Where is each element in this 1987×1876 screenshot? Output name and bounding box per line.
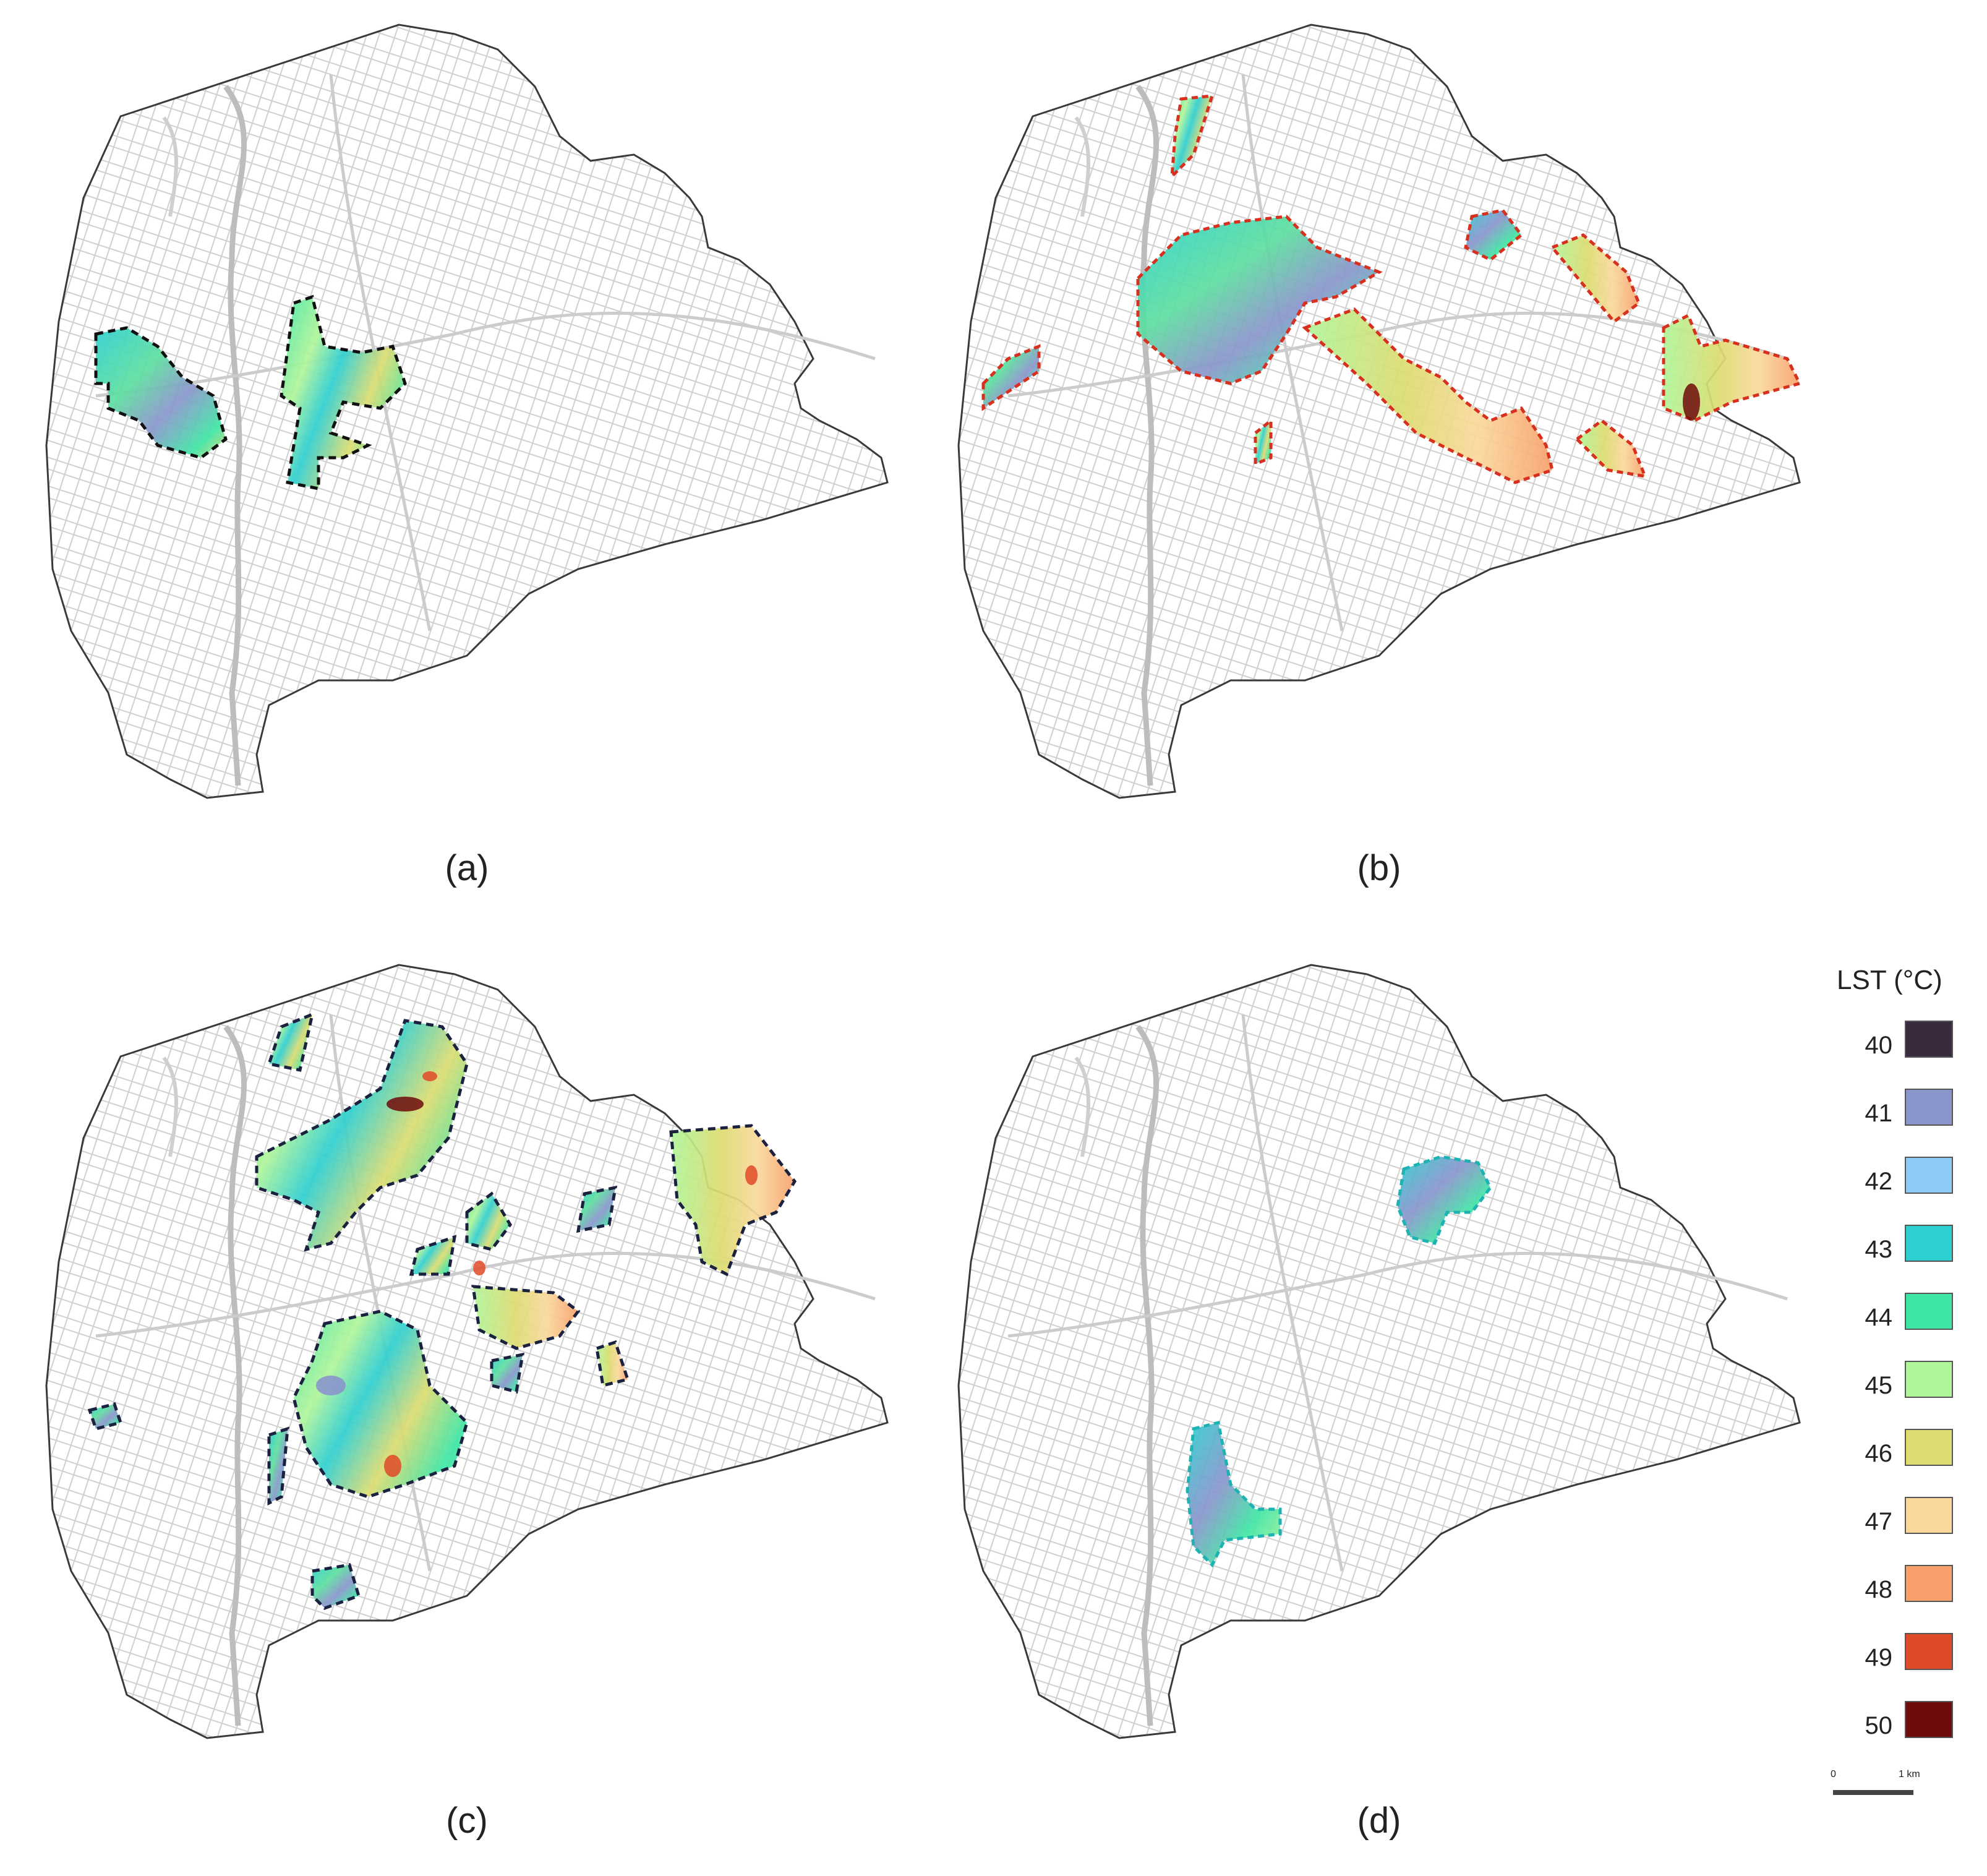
map-panel-b: (b)	[934, 12, 1824, 888]
zone-c-north	[267, 1011, 315, 1072]
map-panel-a: (a)	[22, 12, 912, 888]
legend-swatch	[1905, 1565, 1953, 1602]
zone-b-north	[1169, 94, 1215, 181]
zone-c-far-w	[87, 1402, 123, 1431]
zone-d-sw	[1186, 1420, 1282, 1568]
legend-entry: 43	[1818, 1225, 1954, 1274]
legend-entry: 42	[1818, 1157, 1954, 1206]
legend-entry: 41	[1818, 1089, 1954, 1138]
legend-entry: 48	[1818, 1565, 1954, 1614]
zone-b-small	[1254, 417, 1273, 466]
zone-c-ne	[669, 1124, 797, 1277]
panel-caption-b: (b)	[1357, 848, 1401, 888]
zone-group-b	[981, 94, 1802, 484]
legend-swatch	[1905, 1225, 1953, 1262]
zone-b-ne	[1464, 208, 1524, 262]
zone-c-big	[255, 1019, 469, 1252]
legend-swatch	[1905, 1293, 1953, 1330]
zone-c-south	[292, 1309, 469, 1499]
legend-entry: 49	[1818, 1633, 1954, 1682]
zone-c-sw	[310, 1563, 361, 1610]
map-panel-c: (c)	[22, 953, 912, 1841]
zone-c-small1	[490, 1352, 525, 1394]
zone-group-c	[87, 1011, 797, 1610]
legend-value: 44	[1865, 1304, 1893, 1331]
zone-b-center	[1136, 215, 1383, 385]
zone-b-se	[1575, 418, 1647, 479]
legend-entry: 47	[1818, 1497, 1954, 1546]
legend-value: 46	[1865, 1440, 1893, 1467]
scale-end-label: 1 km	[1899, 1769, 1920, 1780]
zone-b-sw	[981, 344, 1041, 411]
zone-c-mid1	[465, 1191, 513, 1251]
panel-caption-c: (c)	[446, 1801, 488, 1841]
legend-entry: 46	[1818, 1429, 1954, 1478]
legend-title: LST (°C)	[1837, 965, 1942, 995]
legend-entry: 44	[1818, 1293, 1954, 1342]
zone-b-east	[1549, 233, 1641, 324]
zone-b-mid	[1302, 307, 1554, 484]
legend-swatch	[1905, 1021, 1953, 1058]
legend-value: 48	[1865, 1576, 1893, 1603]
zone-a-central	[280, 294, 407, 491]
zone-c-mid3	[409, 1235, 457, 1276]
legend-entry: 50	[1818, 1701, 1954, 1750]
zone-c-small3	[267, 1426, 289, 1506]
scale-bar: 0 1 km	[1831, 1769, 1954, 1818]
zone-c-mid2	[576, 1185, 618, 1233]
legend-value: 47	[1865, 1508, 1893, 1535]
legend-swatch	[1905, 1361, 1953, 1398]
legend-value: 43	[1865, 1236, 1893, 1263]
legend-value: 45	[1865, 1372, 1893, 1399]
zone-a-west	[94, 326, 228, 460]
zone-d-ne	[1396, 1155, 1492, 1245]
zone-group-a	[94, 294, 407, 491]
legend-entry: 45	[1818, 1361, 1954, 1410]
legend-value: 49	[1865, 1644, 1893, 1671]
legend-swatch	[1905, 1633, 1953, 1670]
legend-entry: 40	[1818, 1021, 1954, 1070]
legend-value: 42	[1865, 1168, 1893, 1195]
zone-c-mid4	[471, 1285, 581, 1350]
legend-swatch	[1905, 1089, 1953, 1126]
scale-start-label: 0	[1831, 1769, 1836, 1780]
scale-line	[1833, 1790, 1913, 1795]
legend-value: 41	[1865, 1100, 1893, 1127]
map-c	[22, 953, 912, 1757]
panel-caption-d: (d)	[1357, 1801, 1401, 1841]
legend-swatch	[1905, 1157, 1953, 1194]
map-b	[934, 12, 1824, 816]
lst-legend: LST (°C) 40 41 42 43 44 45 46 47 48 49 50 0 1 km	[1818, 965, 1967, 1862]
map-d	[934, 953, 1824, 1757]
zone-c-small2	[595, 1340, 630, 1388]
map-panel-d: (d)	[934, 953, 1824, 1841]
legend-value: 40	[1865, 1032, 1893, 1059]
zone-group-d	[1186, 1155, 1492, 1568]
legend-swatch	[1905, 1701, 1953, 1738]
legend-value: 50	[1865, 1712, 1893, 1739]
legend-swatch	[1905, 1429, 1953, 1466]
panel-caption-a: (a)	[445, 848, 489, 888]
map-a	[22, 12, 912, 816]
legend-swatch	[1905, 1497, 1953, 1534]
